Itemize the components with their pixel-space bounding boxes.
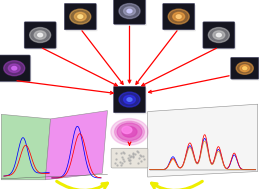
Point: [129, 155, 133, 158]
Circle shape: [236, 62, 253, 74]
FancyBboxPatch shape: [231, 57, 259, 79]
Circle shape: [176, 15, 181, 18]
FancyBboxPatch shape: [204, 23, 236, 50]
Point: [131, 155, 135, 158]
Circle shape: [124, 95, 135, 104]
Circle shape: [70, 9, 91, 24]
FancyBboxPatch shape: [115, 0, 147, 26]
Point: [128, 158, 132, 161]
Point: [138, 153, 142, 156]
Point: [119, 152, 124, 155]
Polygon shape: [45, 111, 107, 180]
Point: [126, 159, 131, 162]
Point: [113, 151, 118, 154]
FancyBboxPatch shape: [232, 59, 259, 81]
Circle shape: [122, 126, 137, 137]
Circle shape: [114, 121, 145, 143]
Point: [120, 161, 124, 164]
Point: [139, 155, 143, 158]
Point: [119, 163, 123, 166]
FancyBboxPatch shape: [0, 55, 30, 81]
Circle shape: [208, 28, 229, 43]
Point: [141, 154, 146, 157]
FancyBboxPatch shape: [113, 86, 146, 113]
FancyBboxPatch shape: [66, 5, 97, 31]
Circle shape: [4, 61, 25, 76]
Point: [136, 157, 141, 160]
Point: [114, 158, 118, 161]
Circle shape: [122, 126, 132, 134]
Circle shape: [243, 67, 247, 70]
Circle shape: [12, 67, 17, 70]
Polygon shape: [148, 104, 258, 177]
Point: [131, 153, 135, 156]
FancyBboxPatch shape: [164, 5, 196, 31]
Circle shape: [168, 9, 189, 24]
Circle shape: [173, 12, 185, 21]
Point: [136, 150, 140, 153]
Circle shape: [111, 119, 148, 145]
Polygon shape: [1, 114, 51, 180]
Circle shape: [74, 12, 86, 21]
FancyBboxPatch shape: [111, 148, 148, 168]
Point: [120, 157, 125, 160]
Point: [128, 162, 132, 165]
Point: [142, 158, 146, 161]
FancyBboxPatch shape: [163, 3, 195, 30]
Point: [131, 155, 135, 158]
Circle shape: [78, 15, 83, 18]
Point: [122, 160, 126, 163]
FancyBboxPatch shape: [24, 22, 56, 48]
Point: [136, 161, 140, 164]
Point: [128, 156, 132, 159]
Point: [121, 151, 125, 154]
Circle shape: [117, 123, 142, 141]
Circle shape: [30, 28, 51, 43]
Circle shape: [119, 4, 140, 19]
FancyBboxPatch shape: [25, 23, 57, 50]
Circle shape: [240, 65, 250, 72]
Point: [122, 152, 126, 155]
Circle shape: [127, 9, 132, 13]
Point: [133, 153, 137, 156]
Point: [126, 159, 131, 162]
FancyBboxPatch shape: [203, 22, 235, 48]
Circle shape: [119, 92, 140, 107]
FancyBboxPatch shape: [0, 57, 32, 83]
FancyBboxPatch shape: [64, 3, 96, 30]
Circle shape: [124, 7, 135, 15]
Point: [131, 152, 135, 155]
Point: [114, 163, 119, 166]
Point: [113, 162, 118, 165]
Point: [126, 157, 130, 160]
Circle shape: [34, 31, 46, 39]
FancyBboxPatch shape: [113, 0, 146, 24]
Point: [120, 155, 124, 158]
Circle shape: [38, 33, 42, 37]
Circle shape: [127, 98, 132, 101]
Circle shape: [213, 31, 225, 39]
Circle shape: [217, 33, 221, 37]
FancyBboxPatch shape: [115, 88, 147, 114]
Point: [127, 153, 132, 156]
Circle shape: [8, 64, 20, 72]
Point: [118, 161, 122, 164]
Point: [135, 150, 139, 153]
Point: [139, 159, 143, 162]
